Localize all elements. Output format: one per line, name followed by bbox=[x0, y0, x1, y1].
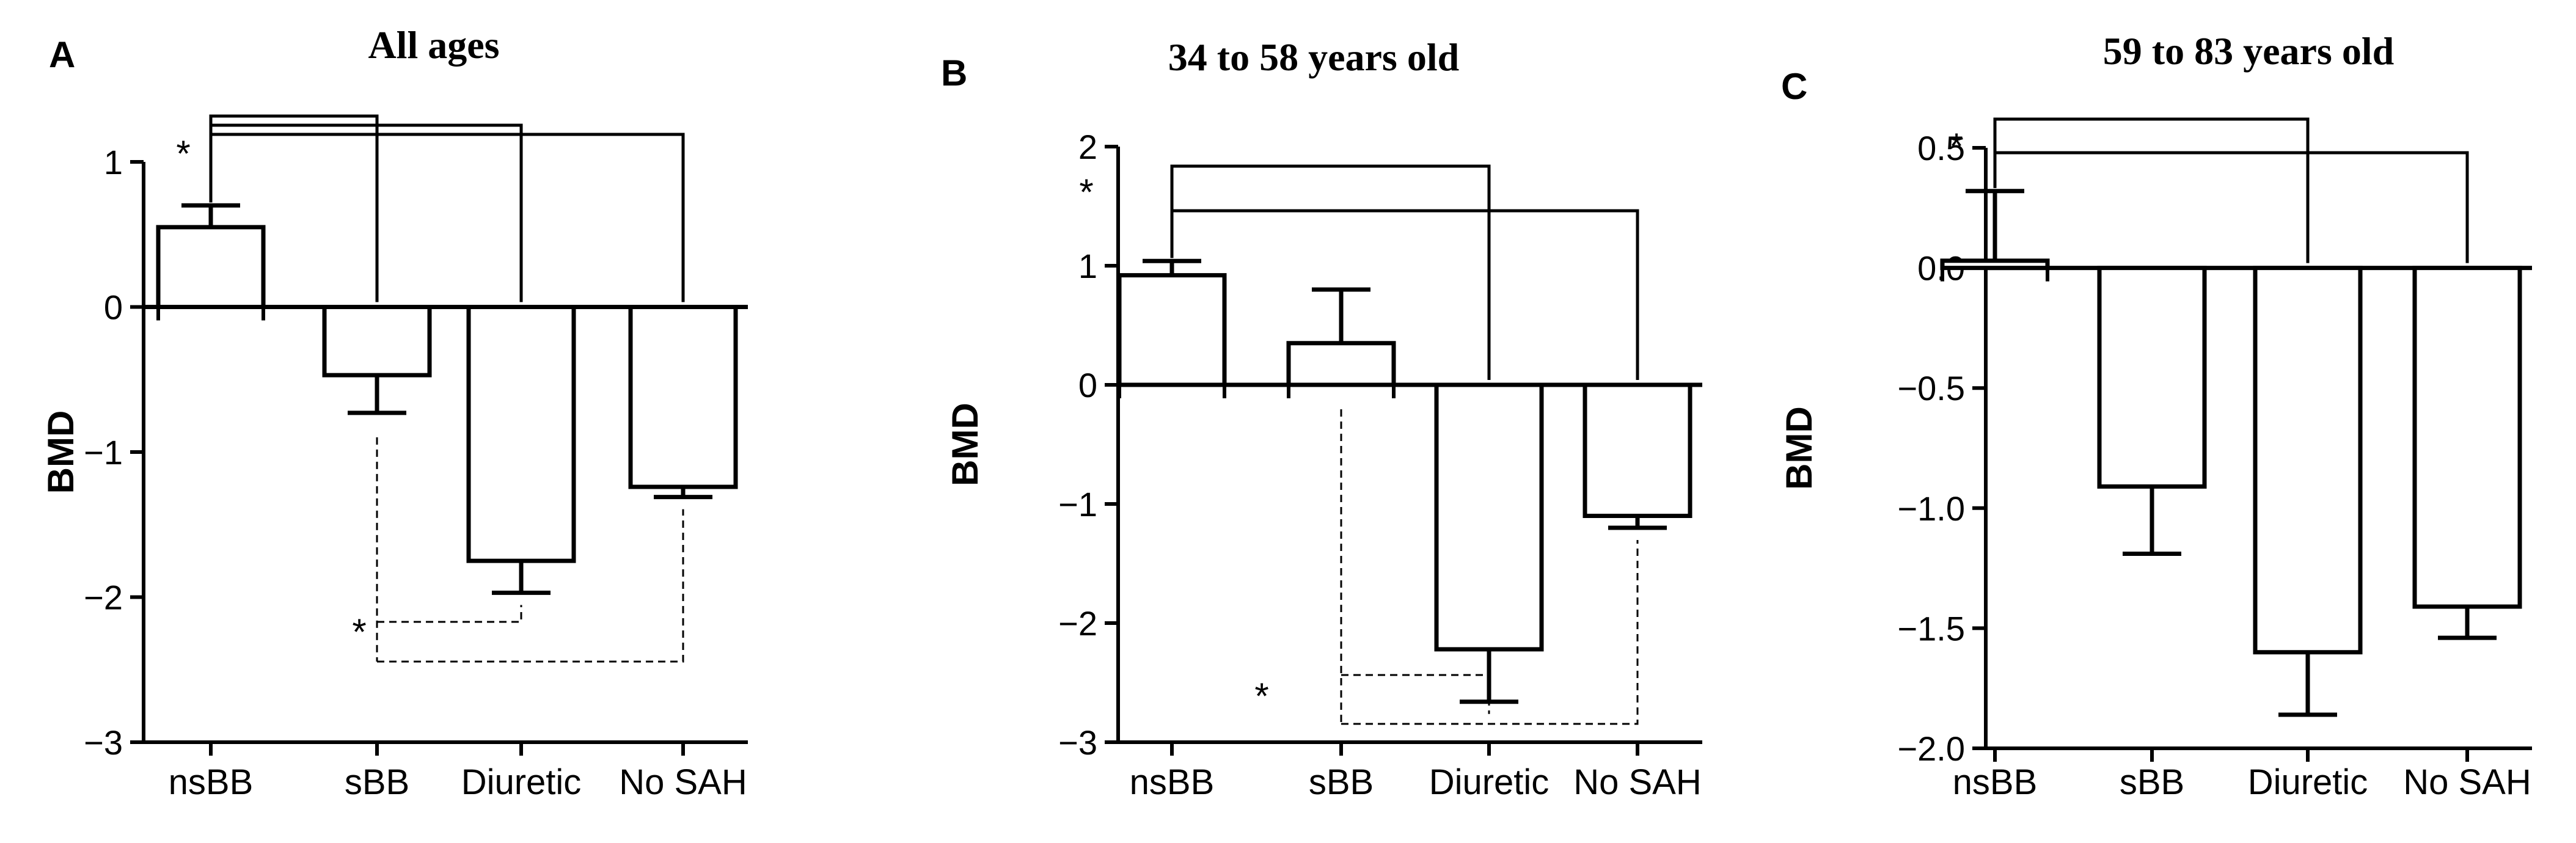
panel-c-significance-bracket bbox=[1993, 117, 2310, 263]
panel-b-category-label: Diuretic bbox=[1429, 762, 1550, 802]
panel-c-category-label: nsBB bbox=[1953, 762, 2038, 802]
panel-a-y-tick-label: 1 bbox=[104, 143, 123, 181]
panel-c-category-label: sBB bbox=[2120, 762, 2184, 802]
panel-b-y-tick-label: −1 bbox=[1058, 485, 1097, 524]
panel-a-y-tick-label: −2 bbox=[84, 578, 123, 617]
panel-b-y-axis-title: BMD bbox=[945, 403, 986, 486]
panel-a-y-tick-label: −3 bbox=[84, 723, 123, 762]
panel-c-significance-bracket bbox=[1993, 151, 2469, 263]
panel-c-y-tick-label: 0.5 bbox=[1917, 129, 1965, 167]
panel-b-significance-marker: * bbox=[1254, 676, 1268, 717]
panel-a-label: A bbox=[49, 34, 75, 75]
panel-b-significance-bracket bbox=[1170, 209, 1639, 380]
panel-b-y-tick-label: 0 bbox=[1078, 366, 1097, 404]
panel-c-y-tick-label: −2.0 bbox=[1897, 729, 1965, 768]
panel-c-title: 59 to 83 years old bbox=[2103, 29, 2394, 73]
panel-b-dashed-bracket bbox=[1341, 674, 1490, 714]
panel-b-y-tick-label: −2 bbox=[1058, 604, 1097, 643]
panel-b-title: 34 to 58 years old bbox=[1168, 35, 1459, 79]
panel-c-category-label: Diuretic bbox=[2248, 762, 2368, 802]
panel-c-bar-nsbb bbox=[1940, 258, 2050, 271]
panel-c-category-label: No SAH bbox=[2403, 762, 2531, 802]
panel-c-bar-sbb bbox=[2097, 266, 2207, 489]
panel-a-dashed-bracket bbox=[377, 509, 684, 663]
panel-a-bar-diuretic bbox=[466, 305, 576, 563]
panel-c-bar-diuretic bbox=[2253, 266, 2363, 655]
panel-a-bar-no-sah bbox=[628, 305, 738, 489]
panel-a-bar-nsbb bbox=[156, 225, 266, 309]
panel-a-bar-sbb bbox=[322, 305, 432, 378]
panel-c-y-tick-label: −0.5 bbox=[1897, 369, 1965, 407]
panel-a-significance-marker: * bbox=[352, 611, 366, 652]
panel-b-bar-diuretic bbox=[1434, 382, 1544, 652]
panel-b-category-label: No SAH bbox=[1573, 762, 1702, 802]
panel-a-y-tick-label: −1 bbox=[84, 433, 123, 472]
panel-b-bar-sbb bbox=[1286, 341, 1396, 387]
panel-a-category-label: Diuretic bbox=[461, 762, 582, 802]
panel-a-title: All ages bbox=[368, 23, 499, 67]
panel-b-category-label: nsBB bbox=[1130, 762, 1215, 802]
panel-a-category-label: No SAH bbox=[619, 762, 747, 802]
panel-c-y-tick-label: −1.0 bbox=[1897, 489, 1965, 528]
panel-a-category-label: nsBB bbox=[169, 762, 254, 802]
panel-c-significance-marker: * bbox=[1949, 126, 1963, 167]
panel-a-category-label: sBB bbox=[345, 762, 409, 802]
panel-b-y-tick-label: 1 bbox=[1078, 247, 1097, 285]
panel-b-label: B bbox=[941, 53, 967, 93]
panel-c-y-tick-label: −1.5 bbox=[1897, 609, 1965, 648]
panel-c-label: C bbox=[1781, 66, 1807, 107]
panel-b-category-label: sBB bbox=[1309, 762, 1374, 802]
panel-a-significance-marker: * bbox=[176, 133, 190, 174]
panel-c-bar-no-sah bbox=[2412, 266, 2522, 609]
panel-a-significance-bracket bbox=[209, 133, 685, 302]
panel-b-bar-nsbb bbox=[1117, 273, 1227, 387]
panel-b-bar-no-sah bbox=[1583, 382, 1692, 518]
panel-b-dashed-bracket bbox=[1341, 540, 1639, 725]
panel-a-dashed-bracket bbox=[377, 605, 522, 623]
panel-a-y-axis-title: BMD bbox=[40, 411, 81, 494]
panel-a-y-tick-label: 0 bbox=[104, 288, 123, 327]
panel-b-y-tick-label: 2 bbox=[1078, 128, 1097, 166]
panel-c-y-axis-title: BMD bbox=[1779, 406, 1820, 490]
panel-b-y-tick-label: −3 bbox=[1058, 723, 1097, 762]
panel-b-significance-marker: * bbox=[1079, 172, 1093, 213]
